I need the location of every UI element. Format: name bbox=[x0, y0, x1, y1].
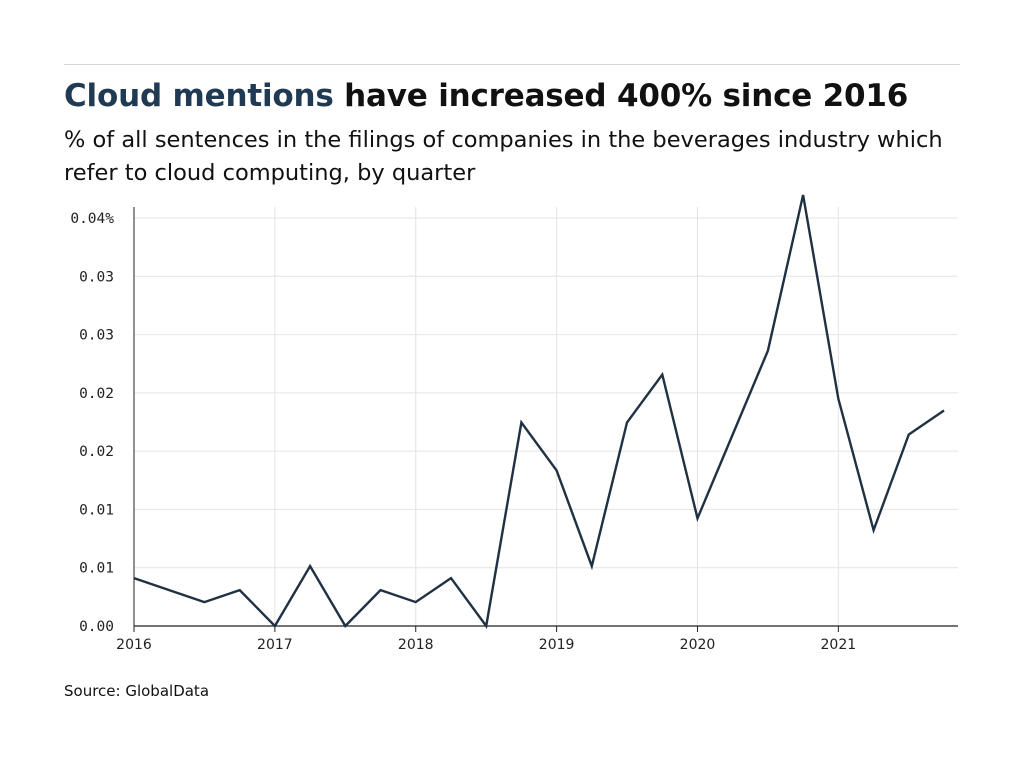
top-rule bbox=[64, 64, 960, 65]
x-tick-label: 2018 bbox=[398, 637, 434, 653]
title-highlight: Cloud mentions bbox=[64, 78, 334, 114]
x-tick-label: 2019 bbox=[539, 637, 575, 653]
x-tick-label: 2021 bbox=[821, 637, 857, 653]
source-note: Source: GlobalData bbox=[64, 682, 210, 700]
chart-subtitle: % of all sentences in the filings of com… bbox=[64, 127, 943, 186]
chart-title: Cloud mentions have increased 400% since… bbox=[64, 78, 908, 114]
y-tick-label: 0.01 bbox=[79, 502, 114, 518]
y-tick-label: 0.02 bbox=[79, 444, 114, 460]
x-tick-label: 2017 bbox=[257, 637, 293, 653]
y-tick-label: 0.03 bbox=[79, 328, 114, 344]
y-tick-label: 0.00 bbox=[79, 619, 114, 635]
y-tick-label: 0.01 bbox=[79, 561, 114, 577]
x-tick-label: 2016 bbox=[116, 637, 152, 653]
y-tick-label: 0.04% bbox=[70, 211, 114, 227]
y-tick-label: 0.03 bbox=[79, 269, 114, 285]
x-tick-label: 2020 bbox=[680, 637, 716, 653]
title-rest: have increased 400% since 2016 bbox=[333, 78, 909, 114]
y-tick-label: 0.02 bbox=[79, 386, 114, 402]
series-line bbox=[133, 194, 945, 629]
